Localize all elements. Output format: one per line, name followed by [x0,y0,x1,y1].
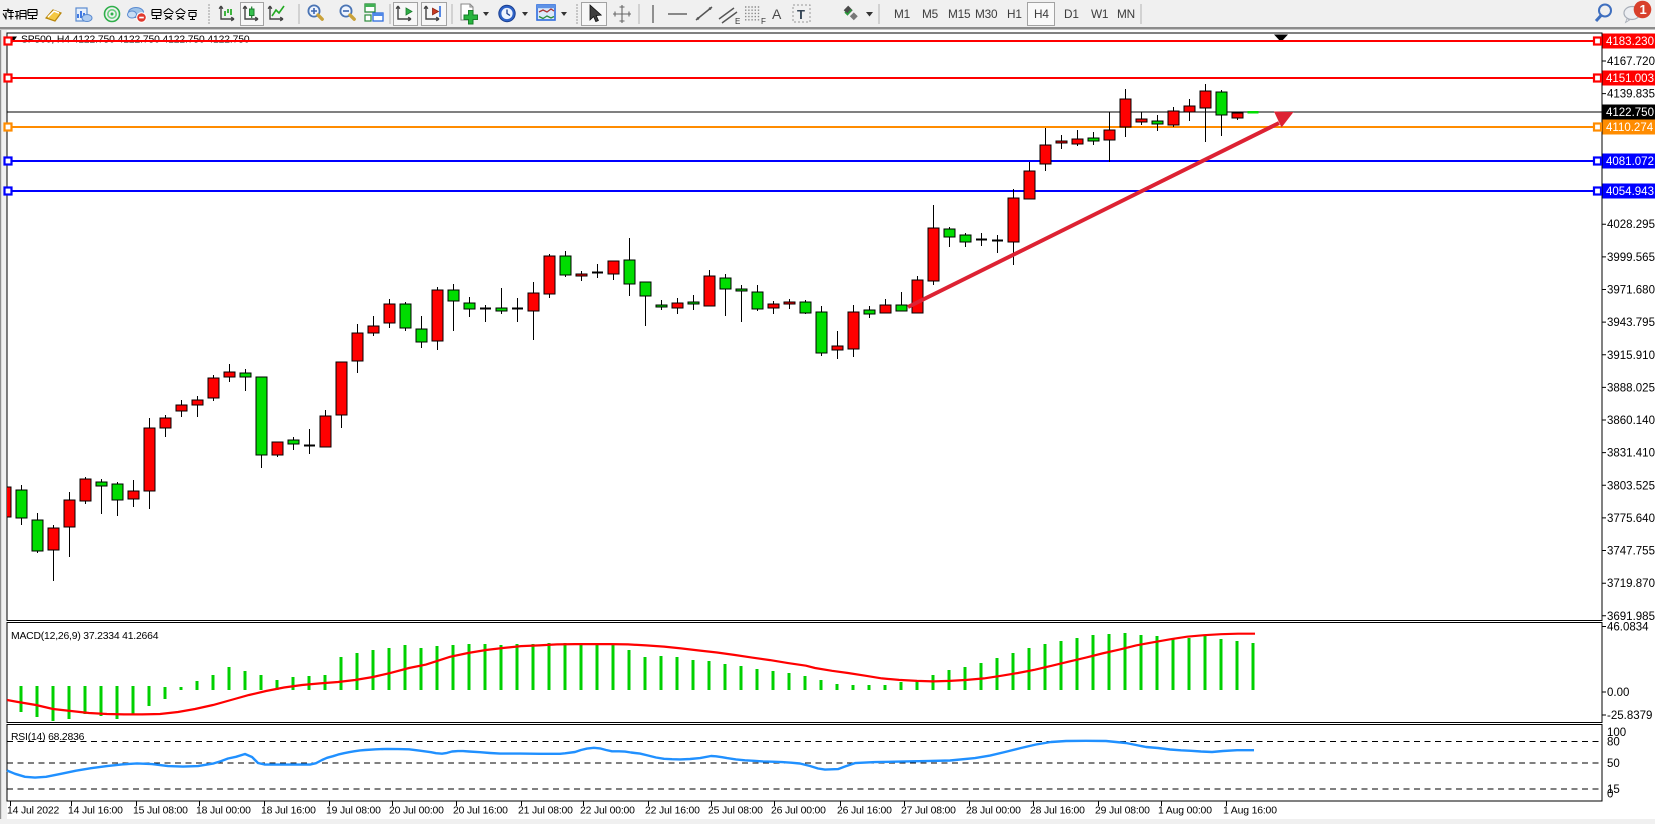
svg-text:M1: M1 [894,7,910,21]
svg-text:14 Jul 16:00: 14 Jul 16:00 [68,806,123,817]
svg-text:3999.565: 3999.565 [1607,252,1655,264]
svg-text:18 Jul 00:00: 18 Jul 00:00 [196,806,251,817]
svg-text:20 Jul 00:00: 20 Jul 00:00 [389,806,444,817]
svg-text:3691.985: 3691.985 [1607,611,1655,623]
svg-text:4183.230: 4183.230 [1606,36,1654,48]
svg-text:H1: H1 [1007,7,1022,21]
svg-text:RSI(14) 68.2836: RSI(14) 68.2836 [11,732,85,743]
svg-text:T: T [797,7,805,22]
svg-text:3915.910: 3915.910 [1607,350,1655,362]
svg-text:19 Jul 08:00: 19 Jul 08:00 [326,806,381,817]
svg-text:4028.295: 4028.295 [1607,219,1655,231]
svg-text:1 Aug 00:00: 1 Aug 00:00 [1158,806,1212,817]
svg-text:4139.835: 4139.835 [1607,89,1655,101]
svg-text:3775.640: 3775.640 [1607,513,1655,525]
svg-text:A: A [772,6,782,22]
svg-text:E: E [735,17,740,26]
svg-text:29 Jul 08:00: 29 Jul 08:00 [1095,806,1150,817]
svg-text:26 Jul 00:00: 26 Jul 00:00 [771,806,826,817]
svg-text:3803.525: 3803.525 [1607,480,1655,492]
svg-text:3971.680: 3971.680 [1607,285,1655,297]
svg-text:4122.750: 4122.750 [1606,107,1654,119]
svg-text:27 Jul 08:00: 27 Jul 08:00 [901,806,956,817]
svg-text:15: 15 [1607,784,1620,796]
svg-text:21 Jul 08:00: 21 Jul 08:00 [518,806,573,817]
svg-text:0.00: 0.00 [1607,687,1629,699]
svg-text:H4: H4 [1034,7,1049,21]
svg-text:4167.720: 4167.720 [1607,56,1655,68]
svg-text:28 Jul 00:00: 28 Jul 00:00 [966,806,1021,817]
svg-text:4151.003: 4151.003 [1606,73,1654,85]
svg-text:3747.755: 3747.755 [1607,546,1655,558]
svg-text:3888.025: 3888.025 [1607,382,1655,394]
svg-text:80: 80 [1607,737,1620,749]
svg-text:4110.274: 4110.274 [1606,122,1654,134]
svg-text:3831.410: 3831.410 [1607,448,1655,460]
svg-text:46.0834: 46.0834 [1607,622,1649,634]
svg-text:25 Jul 08:00: 25 Jul 08:00 [708,806,763,817]
svg-text:20 Jul 16:00: 20 Jul 16:00 [453,806,508,817]
svg-text:F: F [761,17,766,26]
svg-text:4054.943: 4054.943 [1606,186,1654,198]
svg-text:-25.8379: -25.8379 [1607,710,1652,722]
svg-text:1 Aug 16:00: 1 Aug 16:00 [1223,806,1277,817]
svg-text:22 Jul 00:00: 22 Jul 00:00 [580,806,635,817]
svg-text:M5: M5 [922,7,939,21]
svg-text:28 Jul 16:00: 28 Jul 16:00 [1030,806,1085,817]
svg-text:22 Jul 16:00: 22 Jul 16:00 [645,806,700,817]
svg-text:3860.140: 3860.140 [1607,415,1655,427]
svg-text:M15: M15 [948,7,971,21]
svg-text:50: 50 [1607,758,1620,770]
svg-text:1: 1 [1640,2,1647,17]
svg-text:4081.072: 4081.072 [1606,156,1654,168]
svg-text:MN: MN [1117,7,1135,21]
svg-text:MACD(12,26,9) 37.2334 41.2664: MACD(12,26,9) 37.2334 41.2664 [11,631,159,642]
svg-text:18 Jul 16:00: 18 Jul 16:00 [261,806,316,817]
svg-text:3943.795: 3943.795 [1607,317,1655,329]
svg-text:D1: D1 [1064,7,1079,21]
svg-text:26 Jul 16:00: 26 Jul 16:00 [837,806,892,817]
svg-text:100: 100 [1607,727,1626,739]
svg-text:3719.870: 3719.870 [1607,578,1655,590]
svg-text:M30: M30 [975,7,998,21]
svg-text:0: 0 [1607,789,1613,801]
svg-text:14 Jul 2022: 14 Jul 2022 [7,806,59,817]
svg-text:W1: W1 [1091,7,1108,21]
svg-text:15 Jul 08:00: 15 Jul 08:00 [133,806,188,817]
